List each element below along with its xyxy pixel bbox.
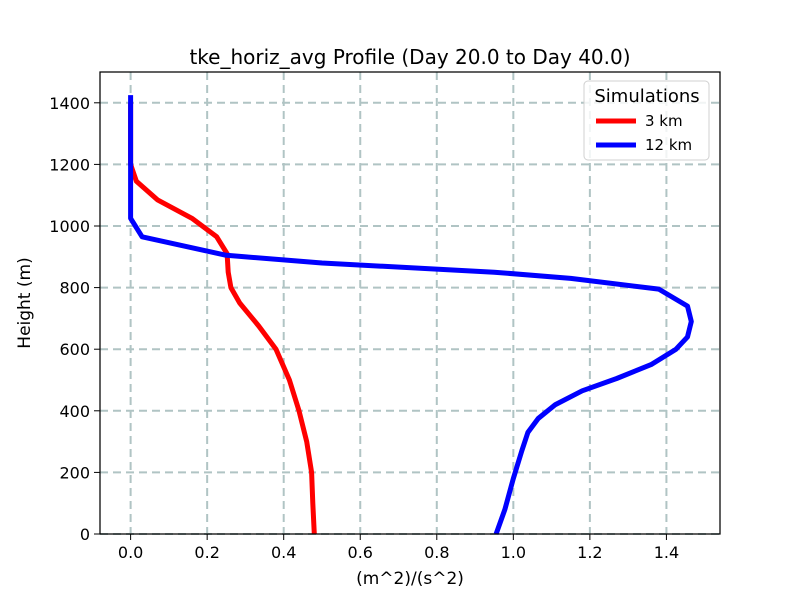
y-tick-label: 1200 [49,155,90,174]
series-lines [128,95,694,535]
x-tick-label: 1.0 [501,543,526,562]
y-tick-label: 600 [59,340,90,359]
legend-box [583,80,710,161]
x-tick-label: 0.2 [194,543,219,562]
x-tick-label: 1.2 [577,543,602,562]
y-tick-label: 400 [59,402,90,421]
series-line-3km [128,102,317,535]
x-axis: 0.0 0.2 0.4 0.6 0.8 1.0 1.2 1.4 [118,534,679,562]
y-tick-label: 1400 [49,94,90,113]
x-tick-label: 0.4 [271,543,296,562]
x-tick-label: 0.8 [424,543,449,562]
x-tick-label: 0.0 [118,543,143,562]
legend-label-3km: 3 km [645,112,683,130]
y-tick-label: 800 [59,279,90,298]
grid-lines [100,72,720,535]
y-axis-label: Height (m) [15,257,35,348]
legend-title: Simulations [594,86,699,107]
x-axis-label: (m^2)/(s^2) [356,569,464,589]
x-tick-label: 1.4 [654,543,679,562]
plot-area-frame [99,71,721,535]
chart-title: tke_horiz_avg Profile (Day 20.0 to Day 4… [189,45,630,69]
series-line-12km [128,95,694,535]
y-tick-label: 1000 [49,217,90,236]
x-tick-label: 0.6 [348,543,373,562]
y-axis: 0 200 400 600 800 1000 1200 1400 [49,94,100,544]
y-tick-label: 200 [59,463,90,482]
legend-label-12km: 12 km [645,136,692,154]
y-tick-label: 0 [80,525,90,544]
legend: Simulations 3 km 12 km [583,80,710,161]
